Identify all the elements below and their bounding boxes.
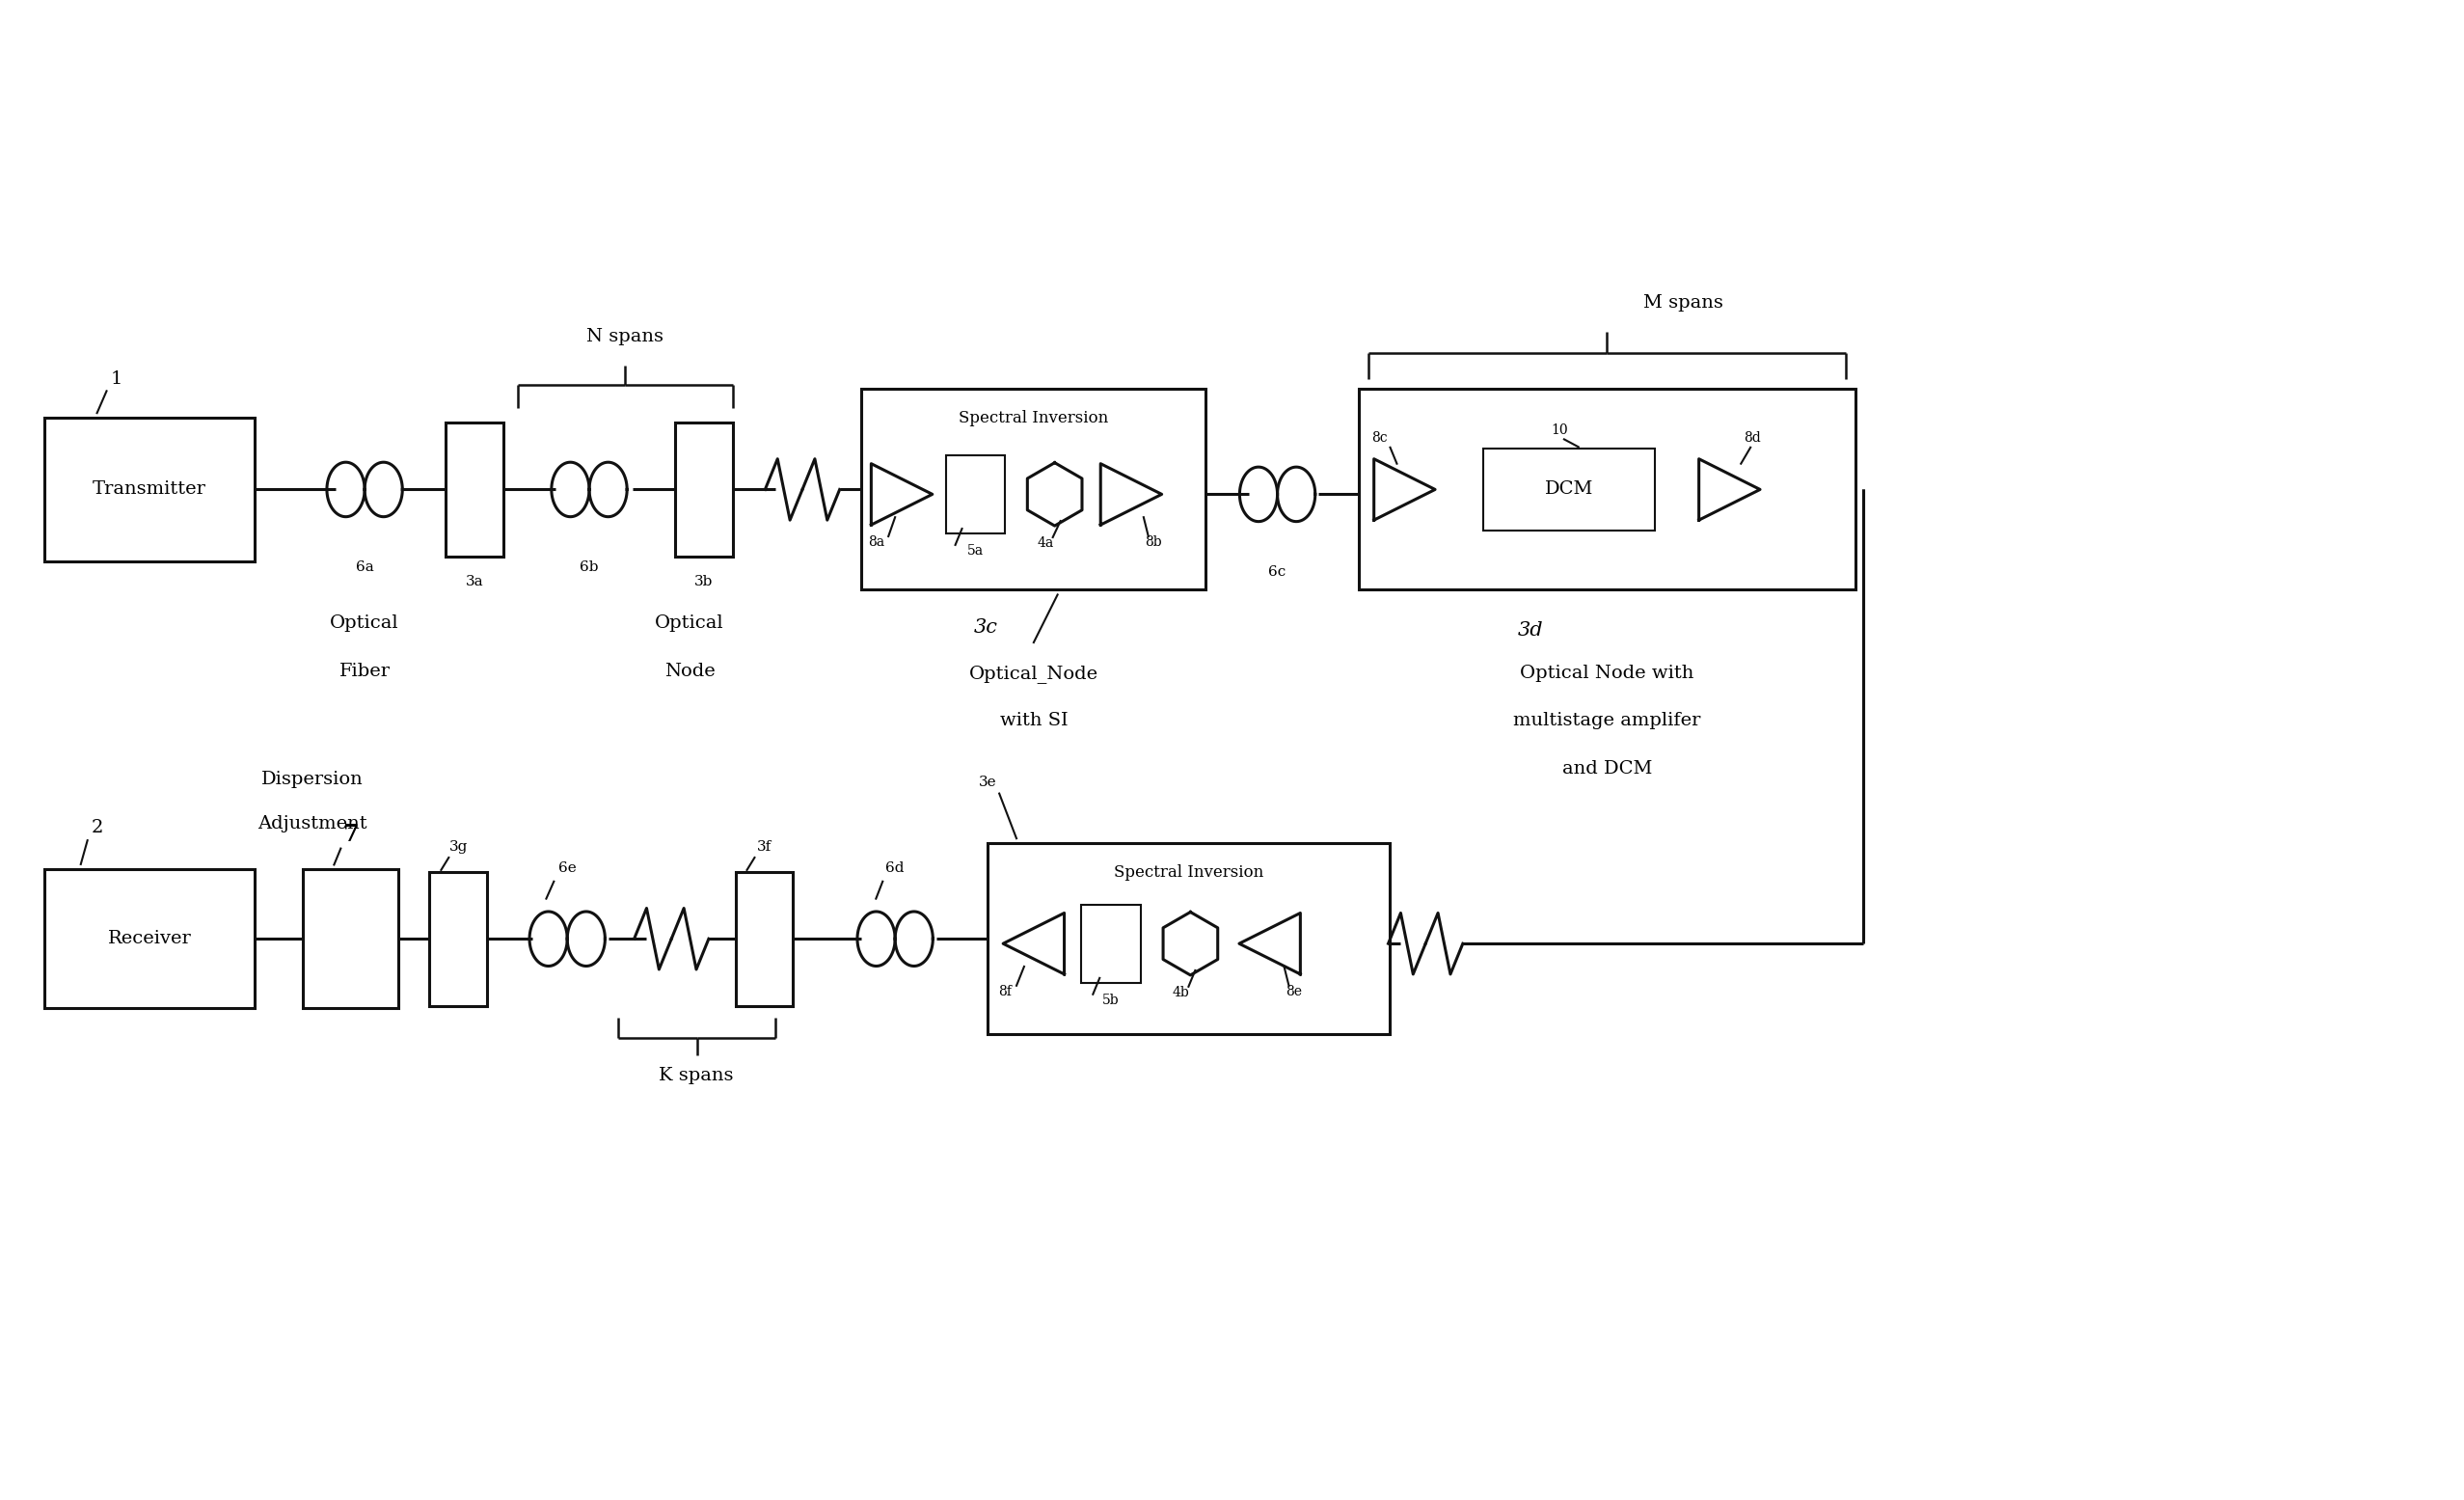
Text: multistage amplifer: multistage amplifer <box>1513 712 1700 729</box>
Text: with SI: with SI <box>1000 712 1067 729</box>
Text: 3e: 3e <box>978 776 998 789</box>
Bar <box>862 388 1205 590</box>
Text: Receiver: Receiver <box>108 930 192 947</box>
Text: 2: 2 <box>91 819 103 837</box>
Text: Optical Node with: Optical Node with <box>1520 664 1695 681</box>
Bar <box>1358 388 1855 590</box>
Text: N spans: N spans <box>586 328 663 345</box>
Text: and DCM: and DCM <box>1562 760 1653 777</box>
Text: Optical_Node: Optical_Node <box>968 664 1099 682</box>
Text: Dispersion: Dispersion <box>261 771 362 788</box>
Text: 6c: 6c <box>1269 566 1286 579</box>
Bar <box>1082 904 1141 983</box>
Text: Spectral Inversion: Spectral Inversion <box>958 410 1109 426</box>
Bar <box>429 872 488 1005</box>
Text: DCM: DCM <box>1545 482 1594 498</box>
Text: 10: 10 <box>1550 424 1567 438</box>
Text: 8f: 8f <box>998 984 1013 998</box>
Text: Optical: Optical <box>330 615 399 632</box>
Text: 6e: 6e <box>559 861 577 874</box>
Text: M spans: M spans <box>1643 294 1722 312</box>
Text: K spans: K spans <box>658 1066 734 1085</box>
Text: 3f: 3f <box>756 840 771 854</box>
Bar <box>44 419 254 561</box>
Bar <box>44 868 254 1008</box>
Bar <box>303 870 399 1008</box>
Text: 1: 1 <box>111 370 123 388</box>
Bar <box>946 454 1005 534</box>
Text: 8b: 8b <box>1146 536 1161 549</box>
Text: Spectral Inversion: Spectral Inversion <box>1114 864 1264 880</box>
Text: 6d: 6d <box>885 861 904 874</box>
Text: 5b: 5b <box>1101 993 1119 1007</box>
Text: 5a: 5a <box>966 544 983 558</box>
Text: Node: Node <box>665 663 715 680</box>
Text: 3d: 3d <box>1518 621 1542 639</box>
Text: 7: 7 <box>342 822 357 846</box>
Text: 4b: 4b <box>1173 986 1190 999</box>
Text: 6b: 6b <box>579 560 599 573</box>
Text: 3g: 3g <box>448 840 468 854</box>
Text: 8d: 8d <box>1745 430 1762 444</box>
Bar <box>675 423 732 556</box>
Bar <box>1483 448 1656 530</box>
Text: 3c: 3c <box>973 618 998 636</box>
Bar <box>734 872 793 1005</box>
Text: 6a: 6a <box>355 560 375 573</box>
Text: 8a: 8a <box>867 536 885 549</box>
Text: 4a: 4a <box>1037 536 1055 549</box>
Text: Fiber: Fiber <box>340 663 389 680</box>
Text: Optical: Optical <box>655 615 724 632</box>
Bar <box>988 843 1390 1035</box>
Text: Transmitter: Transmitter <box>94 482 207 498</box>
Text: Adjustment: Adjustment <box>256 816 367 833</box>
Text: 8c: 8c <box>1372 430 1387 444</box>
Text: 3a: 3a <box>466 575 483 588</box>
Text: 8e: 8e <box>1286 984 1301 998</box>
Text: 3b: 3b <box>695 575 712 588</box>
Bar <box>446 423 503 556</box>
